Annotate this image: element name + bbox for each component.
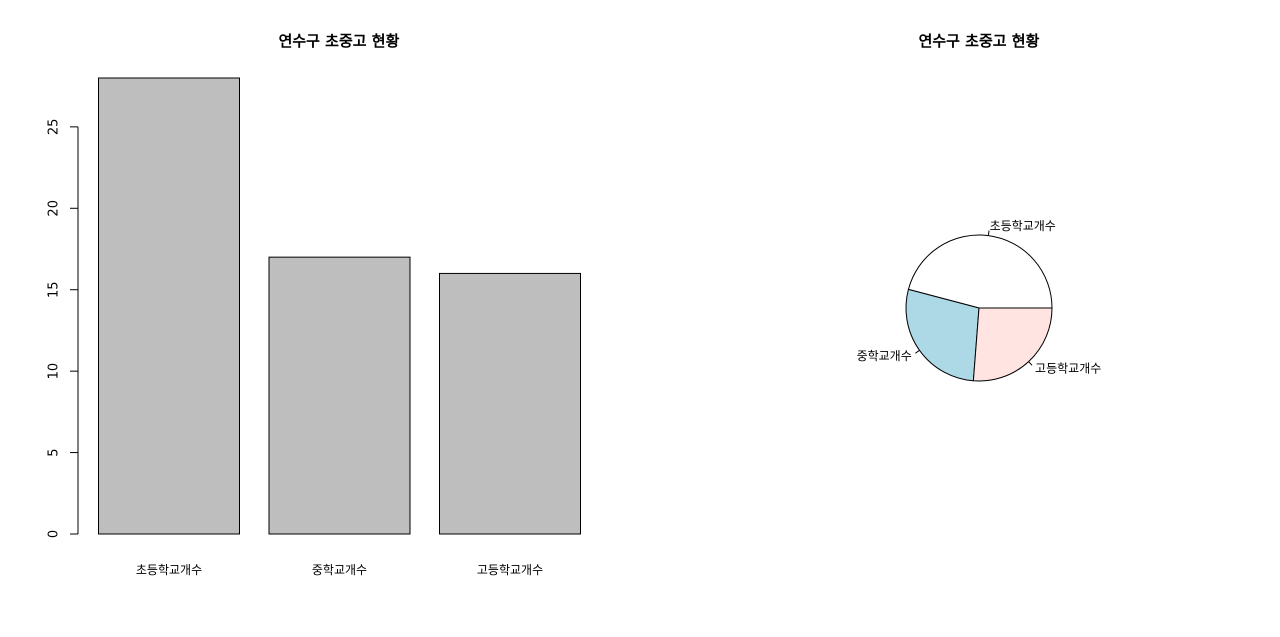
y-tick-label: 5 [47, 448, 62, 456]
bar [98, 77, 240, 535]
y-tick-label: 20 [47, 200, 62, 217]
pie-slice-label: 초등학교개수 [990, 219, 1056, 233]
pie-slice-label: 중학교개수 [857, 349, 912, 363]
pie-label-leader [915, 349, 920, 354]
pie-slices [905, 234, 1053, 382]
pie-slice [907, 234, 1053, 309]
y-tick-label: 10 [47, 363, 62, 380]
pie-label-leader [987, 230, 990, 236]
bar-marks [98, 77, 581, 535]
bar-category-label: 고등학교개수 [477, 563, 543, 577]
bar [268, 256, 411, 535]
bar-chart-title: 연수구 초중고 현황 [279, 32, 400, 50]
bar-category-labels: 초등학교개수 중학교개수 고등학교개수 [136, 563, 543, 577]
pie-slice-label: 고등학교개수 [1035, 362, 1101, 376]
pie-label-leader [1028, 361, 1033, 366]
y-tick-label: 0 [47, 530, 62, 538]
bar-category-label: 중학교개수 [312, 563, 367, 577]
bar-category-label: 초등학교개수 [136, 563, 202, 577]
bar-chart: 연수구 초중고 현황 0 5 10 15 20 25 초등학교개수 중학교개수 고등학교개수 [47, 32, 581, 577]
pie-slice [905, 288, 980, 382]
y-tick-label: 15 [47, 281, 62, 298]
pie-slice [972, 307, 1053, 382]
pie-chart-title: 연수구 초중고 현황 [919, 32, 1040, 50]
bar-y-axis: 0 5 10 15 20 25 [47, 119, 79, 538]
y-tick-label: 25 [47, 119, 62, 136]
bar [439, 272, 581, 535]
